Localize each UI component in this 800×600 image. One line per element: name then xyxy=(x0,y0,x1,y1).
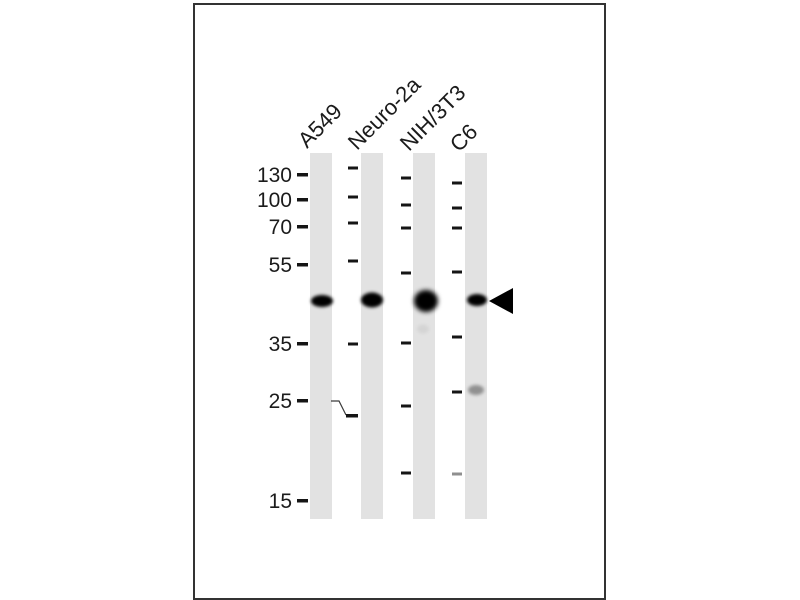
lane-tick-nih-3t3 xyxy=(401,341,411,345)
mw-dash-70 xyxy=(297,225,308,229)
mw-dash-100 xyxy=(297,198,308,202)
lane-strip-nih-3t3 xyxy=(413,153,435,519)
lane-tick-c6 xyxy=(452,472,462,476)
lane-strips-layer xyxy=(310,153,487,519)
mw-label-70: 70 xyxy=(269,216,292,239)
lane-tick-nih-3t3 xyxy=(401,471,411,475)
lane-tick-c6 xyxy=(452,390,462,394)
band-a549 xyxy=(311,295,333,307)
band-c6 xyxy=(467,294,487,306)
band-neuro-2a xyxy=(361,292,383,308)
shifted-marker-tick xyxy=(346,414,358,418)
lane-strip-a549 xyxy=(310,153,332,519)
lane-tick-nih-3t3 xyxy=(401,404,411,408)
mw-label-130: 130 xyxy=(257,164,292,187)
bands-layer xyxy=(311,290,487,395)
lane-tick-neuro-2a xyxy=(348,221,358,225)
marker-ticks-layer xyxy=(297,166,462,503)
faint-band-c6 xyxy=(468,385,484,395)
mw-dash-25 xyxy=(297,399,308,403)
lane-tick-c6 xyxy=(452,206,462,210)
lane-tick-nih-3t3 xyxy=(401,271,411,275)
lane-tick-neuro-2a xyxy=(348,195,358,199)
faint-band-nih-3t3 xyxy=(417,324,429,334)
mw-label-35: 35 xyxy=(269,333,292,356)
band-nih-3t3 xyxy=(414,290,438,312)
lane-tick-neuro-2a xyxy=(348,166,358,170)
lane-tick-nih-3t3 xyxy=(401,176,411,180)
mw-label-100: 100 xyxy=(257,189,292,212)
mw-dash-130 xyxy=(297,173,308,177)
lane-tick-nih-3t3 xyxy=(401,226,411,230)
mw-dash-15 xyxy=(297,499,308,503)
lane-label-a549: A549 xyxy=(293,99,347,153)
lane-tick-c6 xyxy=(452,335,462,339)
lane-tick-c6 xyxy=(452,226,462,230)
lane-tick-neuro-2a xyxy=(348,259,358,263)
lane-tick-c6 xyxy=(452,181,462,185)
mw-label-55: 55 xyxy=(269,254,292,277)
lane-tick-c6 xyxy=(452,270,462,274)
marker-shift-line xyxy=(331,400,347,416)
lane-tick-neuro-2a xyxy=(348,342,358,346)
lane-label-c6: C6 xyxy=(445,119,483,157)
figure-frame xyxy=(193,3,606,600)
mw-dash-55 xyxy=(297,263,308,267)
lane-strip-neuro-2a xyxy=(361,153,383,519)
mw-label-25: 25 xyxy=(269,390,292,413)
lane-strip-c6 xyxy=(465,153,487,519)
mw-label-15: 15 xyxy=(269,490,292,513)
mw-dash-35 xyxy=(297,342,308,346)
annotations-layer xyxy=(193,3,606,600)
lane-tick-nih-3t3 xyxy=(401,203,411,207)
band-arrowhead-icon xyxy=(489,288,513,314)
